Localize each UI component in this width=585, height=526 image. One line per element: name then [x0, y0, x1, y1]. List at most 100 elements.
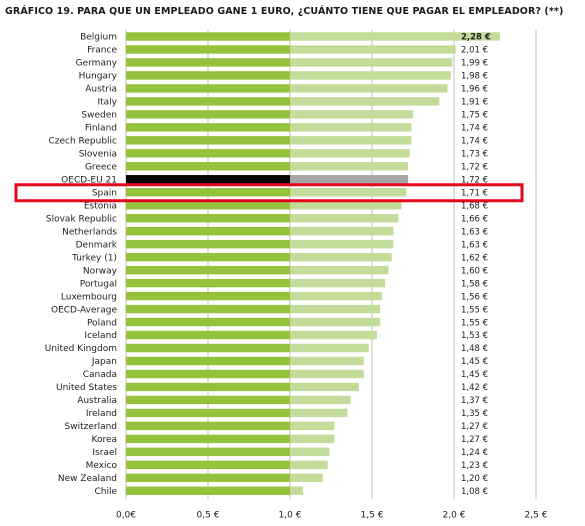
value-label: 1,63 € — [461, 227, 488, 237]
category-label: Spain — [92, 188, 117, 198]
bar-extra-segment — [290, 395, 351, 405]
x-tick-label: 0,5 € — [197, 510, 220, 520]
bar-base-segment — [126, 136, 290, 145]
bar-extra-segment — [290, 356, 364, 366]
value-label: 1,35 € — [461, 409, 488, 419]
bar-base-segment — [126, 369, 290, 379]
category-label: United States — [56, 383, 117, 393]
bar-base-segment — [126, 45, 290, 54]
bar-base-segment — [126, 226, 290, 236]
bar-extra-segment — [290, 473, 323, 483]
category-label: Italy — [97, 98, 117, 108]
category-label: France — [87, 46, 117, 56]
value-label: 1,20 € — [461, 474, 488, 484]
value-label: 1,62 € — [461, 253, 488, 263]
bar-base-segment — [126, 421, 290, 431]
category-label: Denmark — [76, 240, 118, 250]
bar-extra-segment — [290, 214, 399, 223]
category-label: Japan — [91, 357, 117, 367]
bar-extra-segment — [290, 447, 330, 457]
category-label: Poland — [87, 318, 117, 328]
category-label: United Kingdom — [45, 344, 117, 354]
value-label: 1,63 € — [461, 240, 488, 250]
bar-base-segment — [126, 149, 290, 158]
bar-extra-segment — [290, 239, 394, 249]
bar-extra-segment — [290, 343, 369, 353]
bar-base-segment — [126, 460, 290, 470]
value-label: 1,42 € — [461, 383, 488, 393]
value-label: 1,45 € — [461, 357, 488, 367]
bar-base-segment — [126, 486, 290, 495]
bar-extra-segment — [290, 136, 412, 145]
value-label: 1,99 € — [461, 59, 488, 69]
value-label: 1,96 € — [461, 85, 488, 95]
category-label: Norway — [83, 266, 118, 276]
bar-base-segment — [126, 343, 290, 353]
category-label: Slovak Republic — [46, 214, 117, 224]
value-label: 1,98 € — [461, 72, 488, 82]
category-label: Hungary — [79, 72, 118, 82]
category-label: Netherlands — [62, 227, 117, 237]
bar-extra-segment — [290, 486, 304, 495]
value-label: 1,23 € — [461, 461, 488, 471]
value-label: 1,72 € — [461, 175, 488, 185]
category-label: Luxembourg — [61, 292, 117, 302]
category-label: Germany — [76, 59, 118, 69]
x-tick-label: 1,0 € — [279, 510, 302, 520]
x-tick-label: 1,5 € — [361, 510, 384, 520]
category-label: Australia — [77, 396, 117, 406]
bar-extra-segment — [290, 71, 451, 80]
value-label: 1,74 € — [461, 124, 488, 134]
bar-base-segment — [126, 278, 290, 288]
bar-extra-segment — [290, 226, 394, 236]
bar-base-segment — [126, 84, 290, 93]
bar-extra-segment — [290, 330, 377, 340]
bar-extra-segment — [290, 252, 392, 262]
category-labels: Belgium France Germany Hungary Austria Italy S… — [45, 33, 118, 497]
bar-base-segment — [126, 239, 290, 249]
value-label: 1,68 € — [461, 201, 488, 211]
bar-base-segment — [126, 97, 290, 106]
bar-extra-segment — [290, 32, 500, 41]
value-label: 1,74 € — [461, 137, 488, 147]
bar-extra-segment — [290, 265, 389, 275]
category-label: Finland — [85, 124, 117, 134]
bar-extra-segment — [290, 304, 381, 314]
category-label: Chile — [94, 487, 117, 497]
bar-extra-segment — [290, 188, 407, 197]
value-label: 1,73 € — [461, 150, 488, 160]
bar-extra-segment — [290, 291, 382, 301]
bar-base-segment — [126, 395, 290, 405]
bar-base-segment — [126, 252, 290, 262]
category-label: Greece — [85, 162, 117, 172]
bar-base-segment — [126, 356, 290, 366]
bar-base-segment — [126, 123, 290, 132]
category-label: New Zealand — [58, 474, 117, 484]
value-label: 1,58 € — [461, 279, 488, 289]
value-label: 1,75 € — [461, 111, 488, 121]
bar-base-segment — [126, 330, 290, 340]
bar-base-segment — [126, 110, 290, 119]
bar-extra-segment — [290, 421, 335, 431]
bar-extra-segment — [290, 84, 448, 93]
value-label: 1,56 € — [461, 292, 488, 302]
category-label: OECD-EU 21 — [61, 175, 117, 185]
category-label: Portugal — [80, 279, 117, 289]
value-label: 2,01 € — [461, 46, 488, 56]
bar-base-segment — [126, 214, 290, 223]
bar-base-segment — [126, 71, 290, 80]
value-label: 1,55 € — [461, 318, 488, 328]
category-label: Mexico — [86, 461, 118, 471]
bar-base-segment — [126, 434, 290, 444]
bar-extra-segment — [290, 45, 456, 54]
category-label: Ireland — [86, 409, 117, 419]
value-label: 1,27 € — [461, 435, 488, 445]
bar-base-segment — [126, 201, 290, 210]
bar-base-segment — [126, 473, 290, 483]
value-labels: 2,28 € 2,01 € 1,99 € 1,98 € 1,96 € 1,91 € 1,75… — [461, 33, 491, 497]
value-label: 1,91 € — [461, 98, 488, 108]
bar-base-segment — [126, 382, 290, 392]
bar-base-segment — [126, 291, 290, 301]
bar-base-segment — [126, 58, 290, 67]
